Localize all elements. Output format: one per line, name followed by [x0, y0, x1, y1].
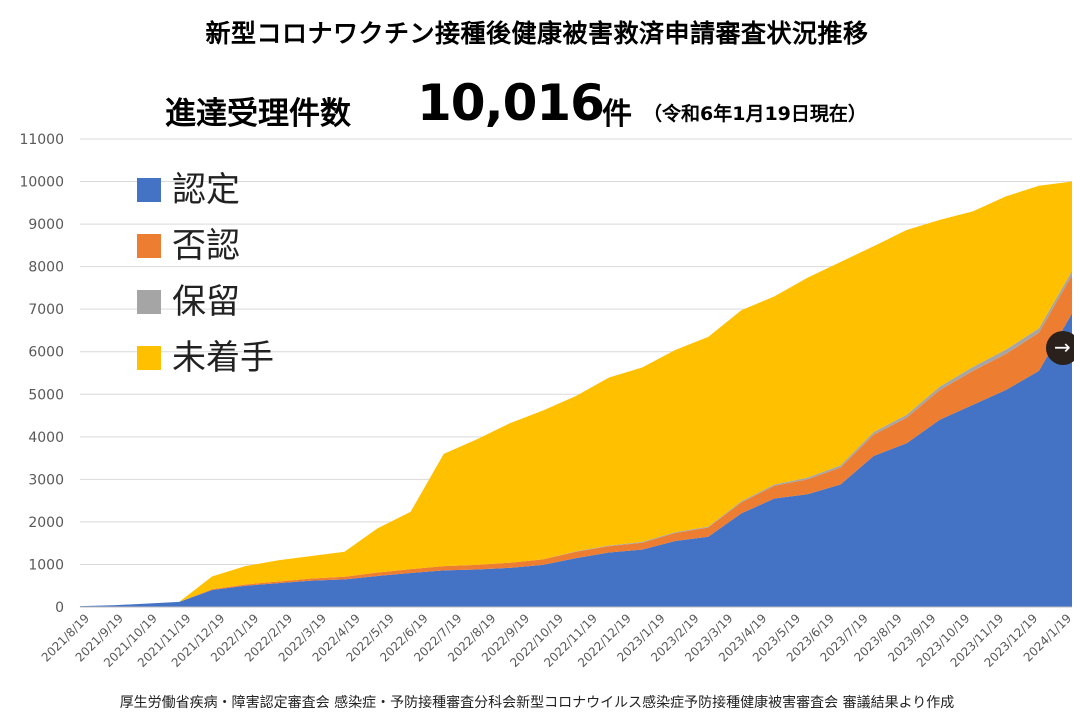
legend-swatch-未着手 [137, 346, 161, 370]
y-tick-label: 8000 [28, 260, 64, 276]
y-axis-ticks: 0 1000 2000 3000 4000 5000 6000 7000 8000 9000 100… [19, 132, 64, 616]
y-tick-label: 10000 [19, 175, 64, 191]
area-否認 [80, 275, 1072, 607]
legend-label-認定: 認定 [172, 170, 240, 210]
legend-label-保留: 保留 [172, 282, 240, 322]
y-tick-label: 1000 [28, 557, 64, 573]
count-label: 進達受理件数 [165, 96, 351, 132]
y-tick-label: 6000 [28, 345, 64, 361]
area-認定 [80, 313, 1072, 607]
y-tick-label: 7000 [28, 302, 64, 318]
legend-swatch-否認 [137, 234, 161, 258]
y-tick-label: 0 [55, 600, 64, 616]
area-未着手 [80, 181, 1072, 607]
y-tick-label: 5000 [28, 387, 64, 403]
y-tick-label: 11000 [19, 132, 64, 148]
area-series [80, 181, 1072, 607]
legend-swatch-保留 [137, 290, 161, 314]
legend-label-未着手: 未着手 [172, 338, 274, 378]
legend-label-否認: 否認 [172, 226, 240, 266]
chart-title: 新型コロナワクチン接種後健康被害救済申請審査状況推移 [205, 19, 869, 48]
legend-swatch-認定 [137, 178, 161, 202]
y-tick-label: 4000 [28, 430, 64, 446]
count-value: 10,016 [417, 74, 605, 132]
y-tick-label: 2000 [28, 515, 64, 531]
x-axis-ticks: 2021/8/192021/9/192021/10/192021/11/1920… [39, 611, 1074, 670]
count-unit: 件 [602, 97, 632, 132]
source-note: 厚生労働省疾病・障害認定審査会 感染症・予防接種審査分科会新型コロナウイルス感染… [119, 695, 955, 711]
y-tick-label: 3000 [28, 472, 64, 488]
count-date: （令和6年1月19日現在） [643, 103, 867, 125]
y-tick-label: 9000 [28, 217, 64, 233]
next-arrow-icon[interactable]: → [1046, 331, 1074, 365]
